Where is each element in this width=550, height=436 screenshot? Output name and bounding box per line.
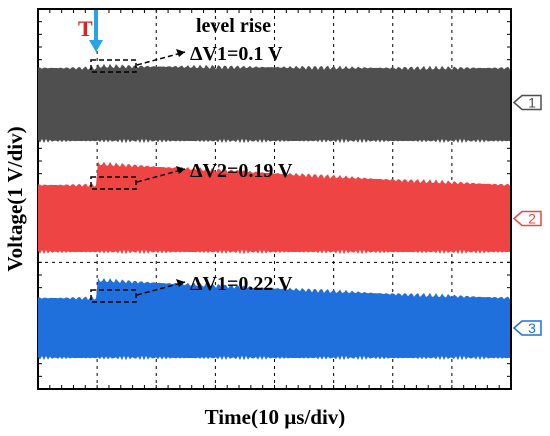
x-axis-label: Time(10 µs/div)	[205, 405, 346, 429]
waveform-band-1	[38, 63, 510, 144]
channel-marker-1	[512, 94, 542, 111]
annotation-arrow	[136, 281, 186, 296]
channel-markers: 1 2 3	[512, 94, 542, 336]
waveform-bands	[38, 63, 510, 361]
annotation-arrow	[136, 51, 186, 66]
arrowhead-icon	[176, 166, 185, 174]
channel-marker-3	[512, 320, 542, 336]
annotation-arrow	[136, 168, 186, 183]
trigger-arrow-icon	[89, 10, 103, 52]
delta-v-label-1: ΔV1=0.1 V	[190, 43, 283, 65]
waveform-band-2	[38, 161, 510, 255]
rise-box	[90, 59, 137, 73]
trigger-label: T	[78, 16, 93, 41]
waveform-band-3	[38, 277, 510, 361]
channel-marker-label-1: 1	[528, 95, 536, 111]
channel-marker-2	[512, 210, 542, 227]
level-rise-note: level rise	[196, 15, 271, 37]
rise-box	[90, 176, 137, 190]
annotations: ΔV1=0.1 V ΔV2=0.19 V ΔV1=0.22 V	[90, 43, 293, 303]
delta-v-label-3: ΔV1=0.22 V	[190, 273, 293, 295]
channel-marker-label-2: 2	[528, 211, 536, 227]
arrowhead-icon	[176, 49, 185, 57]
rise-box	[90, 289, 137, 303]
y-axis-label: Voltage(1 V/div)	[3, 126, 27, 271]
channel-marker-label-3: 3	[528, 320, 536, 336]
delta-v-label-2: ΔV2=0.19 V	[190, 160, 293, 182]
arrowhead-icon	[176, 279, 185, 287]
